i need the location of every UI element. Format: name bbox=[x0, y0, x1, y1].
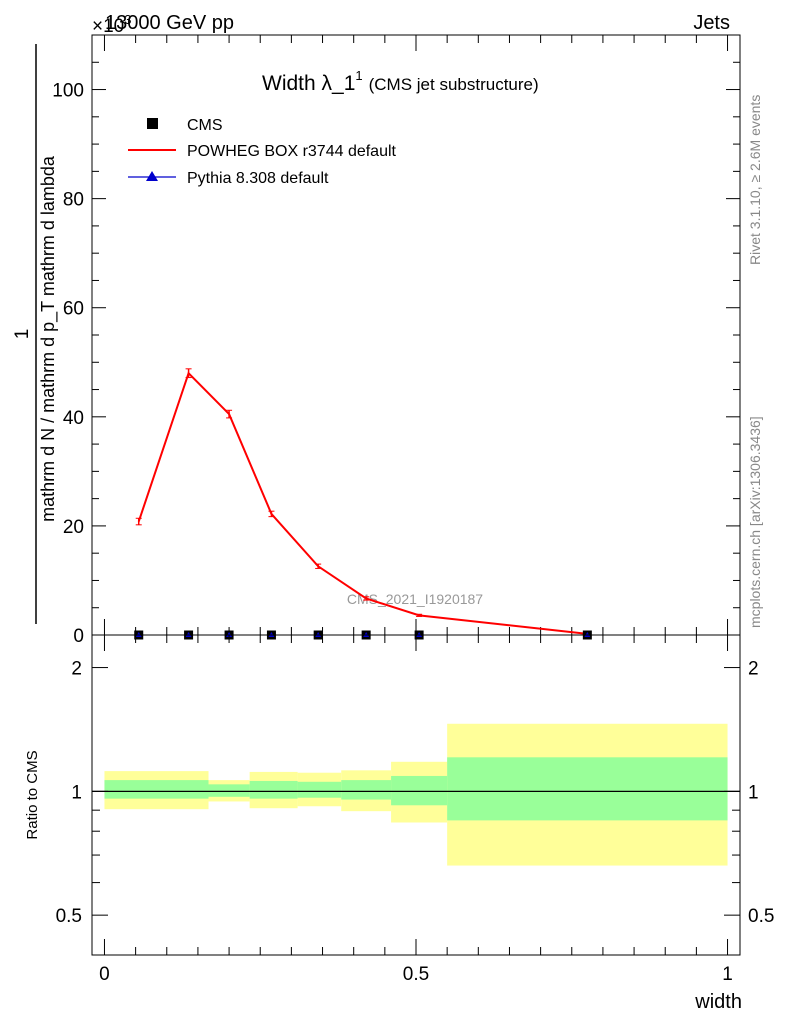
ratio-y-tick-label: 0.5 bbox=[56, 906, 82, 927]
chart-title: Width λ_11 (CMS jet substructure) bbox=[262, 68, 539, 95]
ratio-inner-band bbox=[391, 775, 448, 806]
x-tick-label: 0 bbox=[99, 964, 110, 985]
legend-powheg-label: POWHEG BOX r3744 default bbox=[187, 143, 397, 160]
y-tick-label: 0 bbox=[73, 626, 84, 647]
svg-text:Ratio to CMS: Ratio to CMS bbox=[24, 750, 41, 839]
ratio-inner-band bbox=[104, 780, 209, 799]
ratio-y-tick-label-right: 2 bbox=[748, 659, 759, 680]
svg-text:mathrm d N / mathrm d p_T math: mathrm d N / mathrm d p_T mathrm d lambd… bbox=[38, 155, 59, 522]
ratio-y-tick-label-right: 1 bbox=[748, 782, 759, 803]
ratio-inner-band bbox=[297, 781, 342, 798]
svg-text:1: 1 bbox=[12, 329, 33, 340]
main-x-ticks bbox=[103, 35, 729, 635]
ratio-inner-band bbox=[208, 784, 250, 797]
rivet-label: Rivet 3.1.10, ≥ 2.6M events bbox=[747, 95, 763, 265]
ratio-y-axis: 0.5 0.5 1 1 2 2 bbox=[56, 659, 774, 956]
x-axis-label: width bbox=[694, 991, 742, 1013]
main-y-axis: 0 20 40 60 80 100 bbox=[52, 34, 740, 647]
legend-cms-label: CMS bbox=[187, 117, 223, 134]
x-tick-label: 0.5 bbox=[403, 964, 429, 985]
ratio-inner-band bbox=[341, 780, 392, 800]
ratio-inner-band bbox=[447, 757, 728, 821]
ratio-y-label: Ratio to CMS bbox=[24, 750, 41, 839]
x-tick-label: 1 bbox=[722, 964, 733, 985]
legend-pythia-marker bbox=[146, 171, 158, 181]
main-y-label: 1 mathrm d N / mathrm d p_T mathrm d lam… bbox=[12, 44, 59, 624]
legend-cms-marker bbox=[147, 118, 158, 129]
y-tick-label: 80 bbox=[63, 190, 84, 211]
powheg-line bbox=[137, 371, 588, 635]
y-tick-label: 40 bbox=[63, 408, 84, 429]
ratio-x-axis: 0 0.5 1 bbox=[99, 635, 733, 985]
mcplots-label: mcplots.cern.ch [arXiv:1306.3436] bbox=[747, 416, 763, 628]
svg-text:Rivet 3.1.10, ≥ 2.6M events: Rivet 3.1.10, ≥ 2.6M events bbox=[747, 95, 763, 265]
y-tick-label: 100 bbox=[52, 81, 84, 102]
energy-label: 13000 GeV pp bbox=[105, 12, 234, 34]
y-tick-label: 60 bbox=[63, 299, 84, 320]
legend: CMS POWHEG BOX r3744 default Pythia 8.30… bbox=[128, 117, 397, 187]
ratio-y-tick-label: 1 bbox=[71, 782, 82, 803]
ratio-y-tick-label: 2 bbox=[71, 659, 82, 680]
y-tick-label: 20 bbox=[63, 517, 84, 538]
ratio-inner-band bbox=[249, 780, 298, 799]
ratio-bands bbox=[92, 723, 740, 866]
ratio-y-tick-label-right: 0.5 bbox=[748, 906, 774, 927]
category-label: Jets bbox=[693, 12, 730, 34]
svg-text:mcplots.cern.ch [arXiv:1306.34: mcplots.cern.ch [arXiv:1306.3436] bbox=[747, 416, 763, 628]
legend-pythia-label: Pythia 8.308 default bbox=[187, 170, 329, 187]
